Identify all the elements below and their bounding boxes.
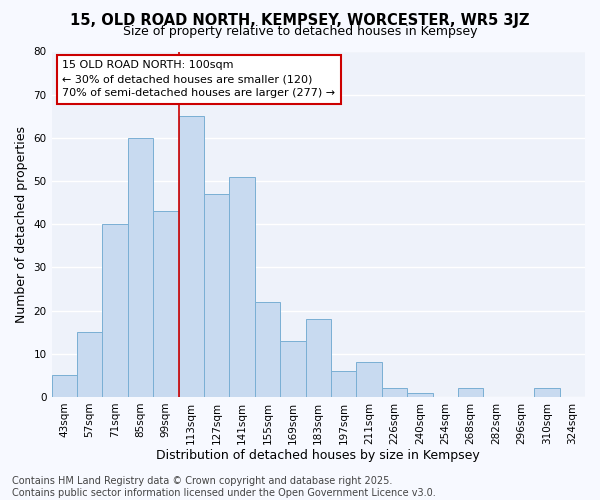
Bar — [52, 376, 77, 397]
Bar — [534, 388, 560, 397]
Bar — [204, 194, 229, 397]
Bar — [305, 319, 331, 397]
Bar — [331, 371, 356, 397]
Bar — [280, 341, 305, 397]
Bar — [103, 224, 128, 397]
Text: Contains HM Land Registry data © Crown copyright and database right 2025.
Contai: Contains HM Land Registry data © Crown c… — [12, 476, 436, 498]
Bar — [382, 388, 407, 397]
Text: Size of property relative to detached houses in Kempsey: Size of property relative to detached ho… — [123, 25, 477, 38]
Bar — [229, 176, 255, 397]
Bar — [77, 332, 103, 397]
Bar — [407, 392, 433, 397]
Bar — [128, 138, 153, 397]
Bar — [153, 212, 179, 397]
Bar — [356, 362, 382, 397]
Text: 15, OLD ROAD NORTH, KEMPSEY, WORCESTER, WR5 3JZ: 15, OLD ROAD NORTH, KEMPSEY, WORCESTER, … — [70, 12, 530, 28]
Bar — [255, 302, 280, 397]
Y-axis label: Number of detached properties: Number of detached properties — [15, 126, 28, 322]
Text: 15 OLD ROAD NORTH: 100sqm
← 30% of detached houses are smaller (120)
70% of semi: 15 OLD ROAD NORTH: 100sqm ← 30% of detac… — [62, 60, 335, 98]
Bar — [179, 116, 204, 397]
Bar — [458, 388, 484, 397]
X-axis label: Distribution of detached houses by size in Kempsey: Distribution of detached houses by size … — [157, 450, 480, 462]
